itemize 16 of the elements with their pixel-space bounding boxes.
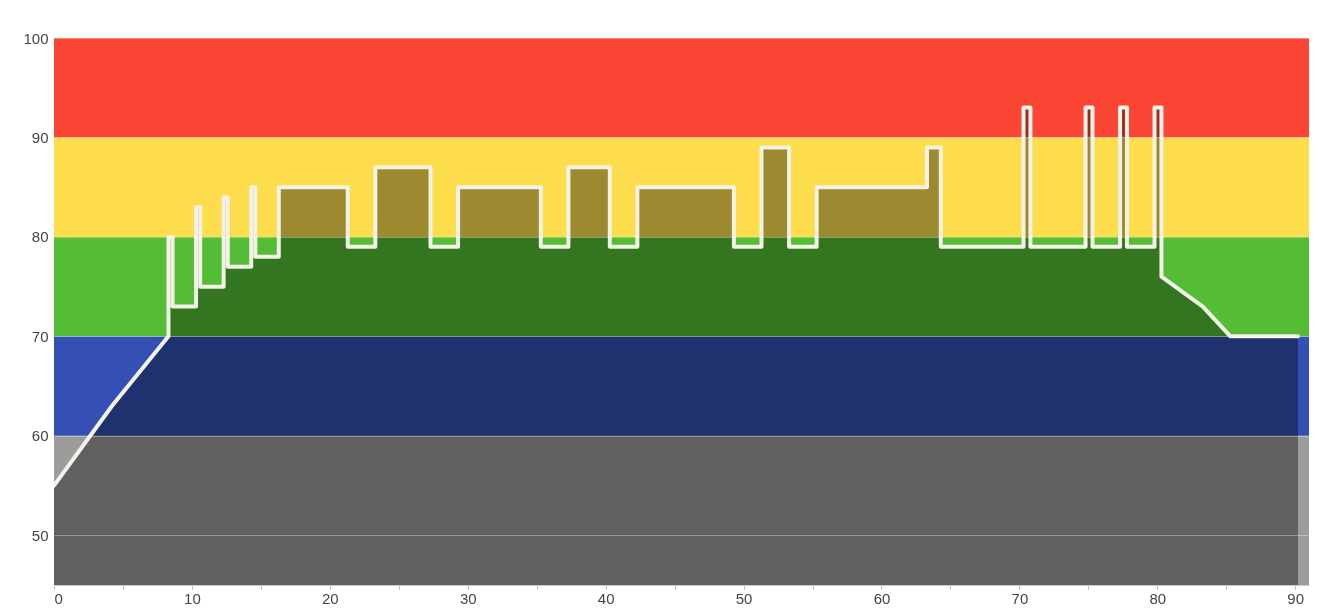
y-tick-label: 70: [31, 327, 49, 345]
y-tick-label: 90: [31, 128, 49, 146]
x-tick-label: 50: [735, 589, 753, 607]
x-tick-label: 10: [184, 589, 201, 607]
x-tick-label: 20: [321, 589, 339, 607]
y-tick-label: 100: [23, 29, 49, 47]
x-tick-label: 40: [597, 589, 615, 607]
x-tick-label: 80: [1149, 589, 1167, 607]
x-tick-label: 70: [1011, 589, 1029, 607]
x-tick-label: 30: [459, 589, 477, 607]
x-tick-label: 0: [54, 589, 63, 607]
y-tick-label: 60: [31, 427, 49, 445]
y-tick-label: 80: [31, 228, 49, 246]
x-tick-label: 60: [873, 589, 891, 607]
y-tick-label: 50: [31, 526, 49, 544]
x-tick-label: 90: [1287, 589, 1305, 607]
